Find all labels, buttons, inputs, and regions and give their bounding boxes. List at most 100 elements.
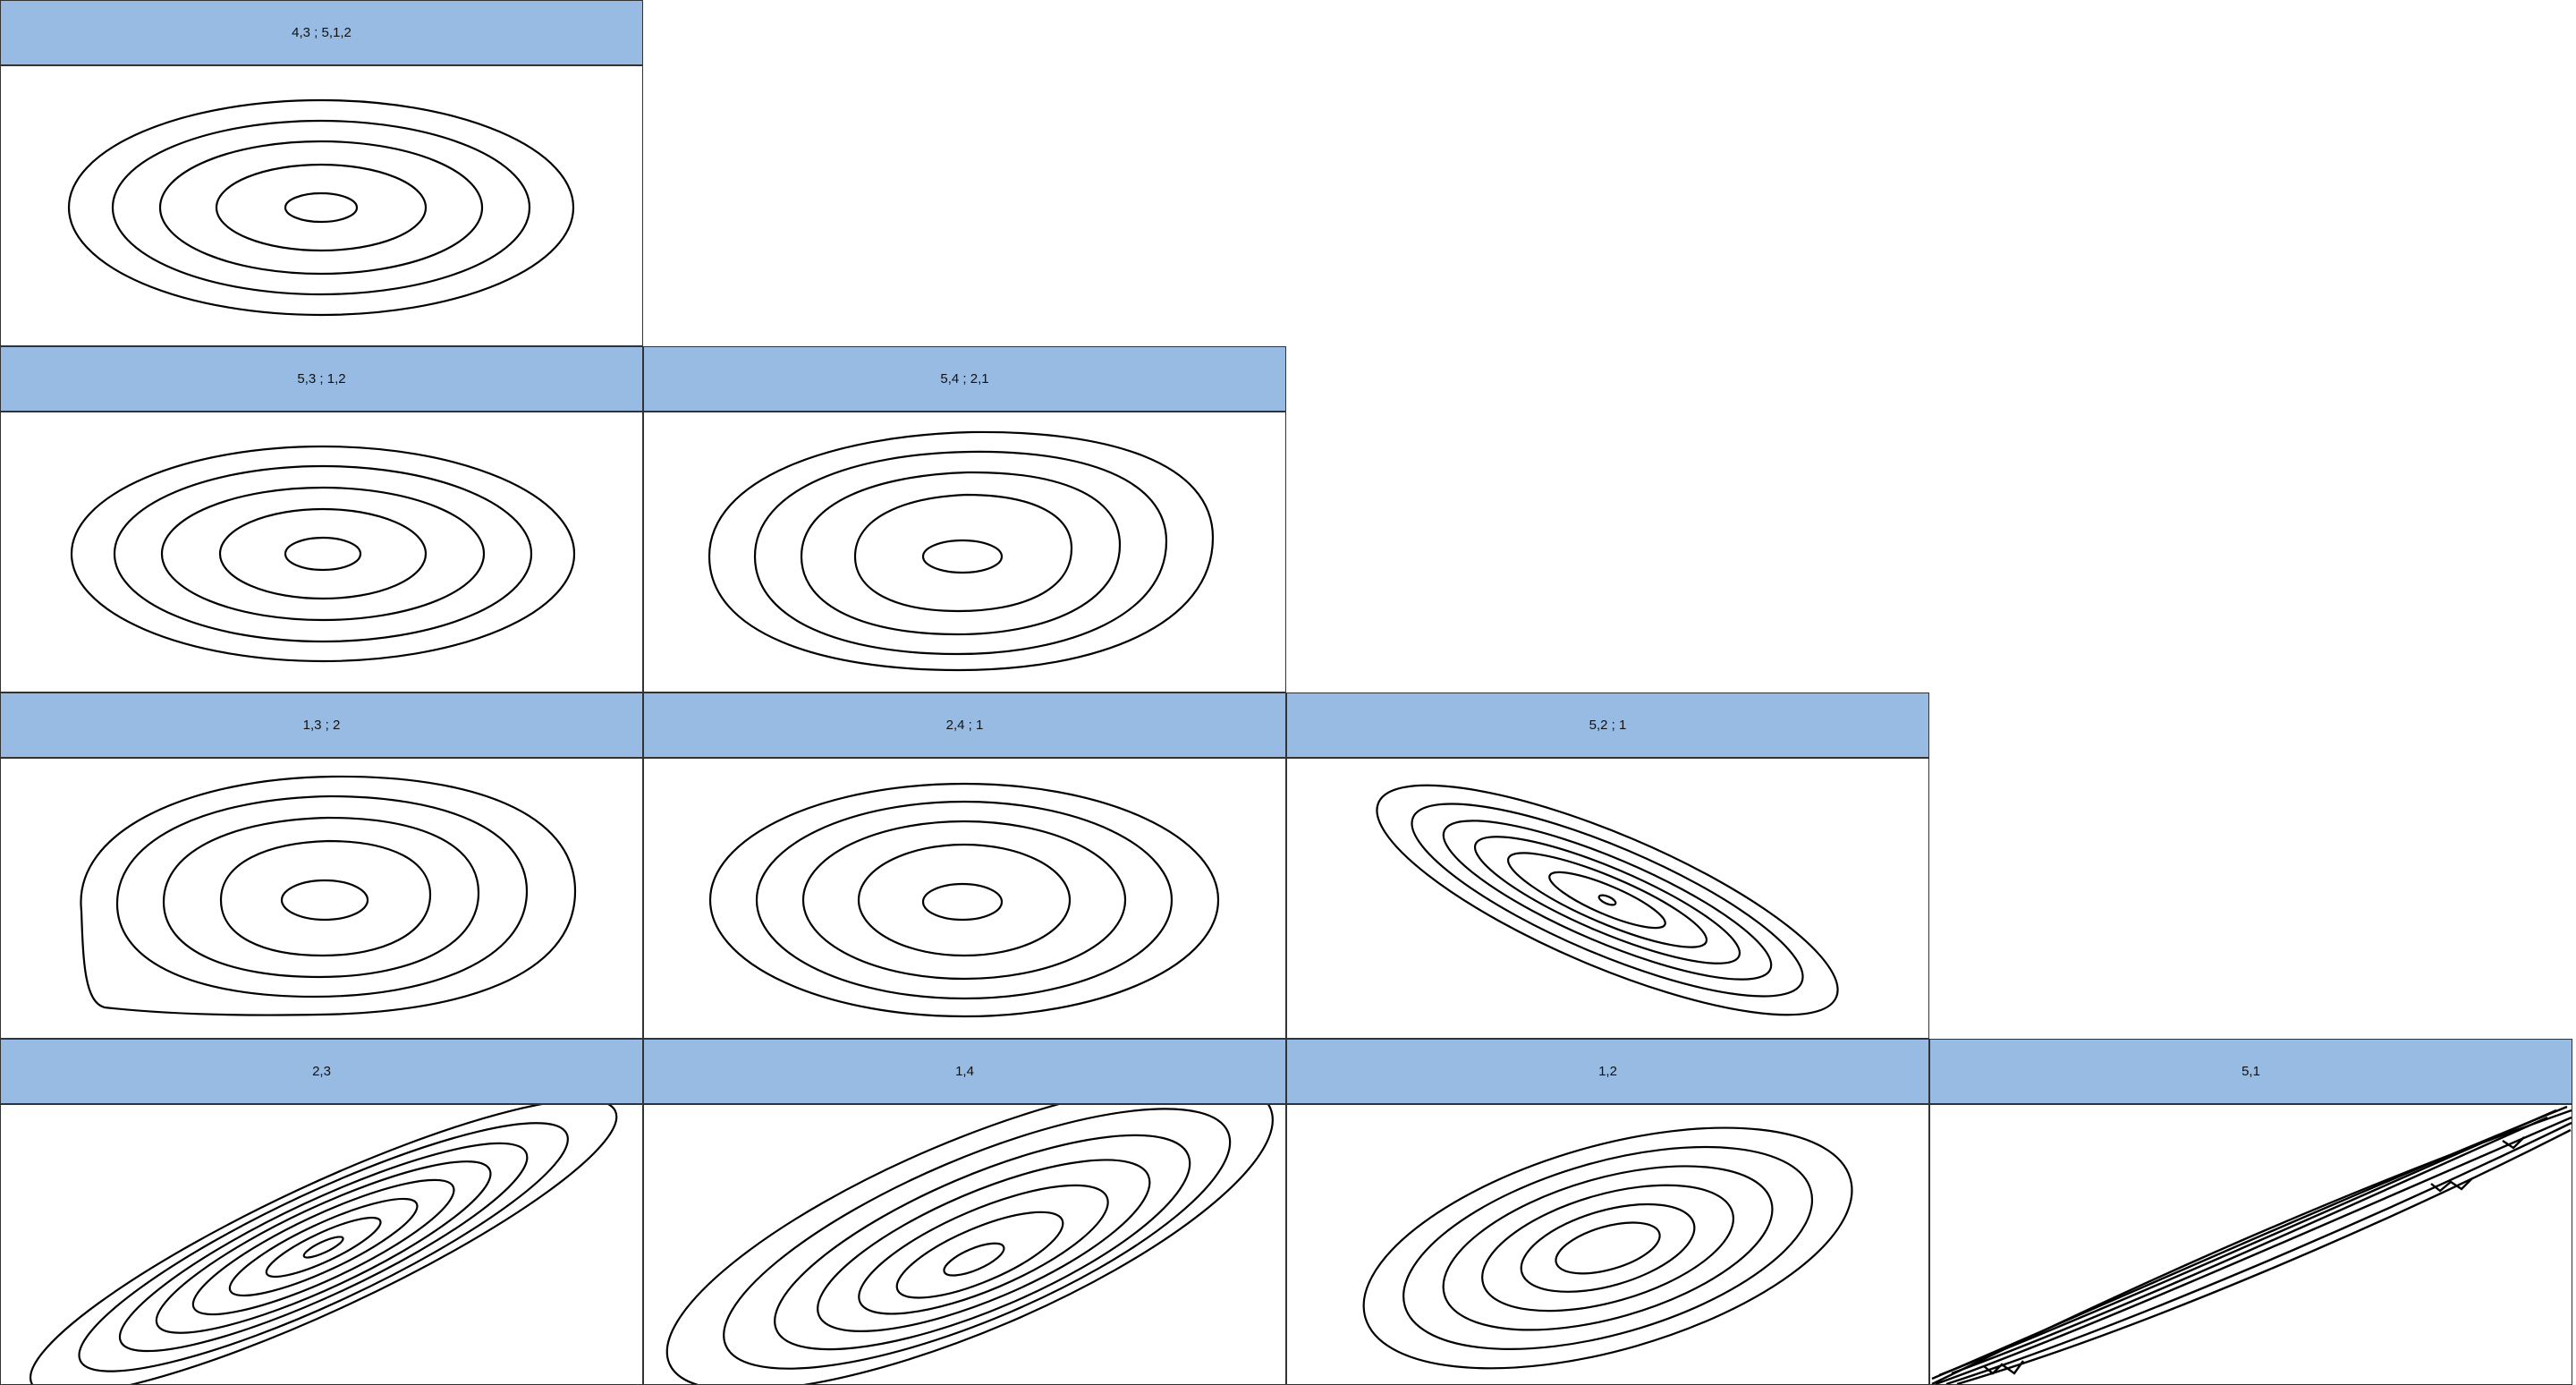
panel-title: 1,2: [1598, 1064, 1617, 1079]
contour-svg: [67, 98, 575, 317]
contour-line: [857, 843, 1072, 957]
contour-panel: 1,2: [1286, 1039, 1929, 1385]
contour-line: [708, 430, 1215, 672]
contour-line: [284, 536, 362, 572]
contour-line: [665, 1105, 1274, 1384]
contour-line: [1983, 1360, 2024, 1375]
contour-line: [215, 163, 428, 252]
contour-svg: [29, 1105, 618, 1384]
contour-plot: [1287, 1105, 1928, 1384]
contour-line: [2502, 1136, 2525, 1150]
panel-title: 2,4 ; 1: [945, 718, 984, 733]
panel-header: 2,4 ; 1: [644, 693, 1285, 759]
contour-svg: [708, 782, 1220, 1018]
panel-title: 5,3 ; 1,2: [297, 371, 346, 387]
contour-plot: [644, 1105, 1285, 1384]
contour-plot: [644, 759, 1285, 1038]
contour-panel: 5,2 ; 1: [1286, 692, 1929, 1039]
contour-line: [921, 882, 1004, 922]
contour-line: [1442, 1165, 1774, 1331]
contour-line: [1935, 1116, 2572, 1384]
contour-line: [1938, 1109, 2557, 1377]
panel-title: 5,4 ; 2,1: [940, 371, 989, 387]
contour-panel: 2,3: [0, 1039, 643, 1385]
contour-line: [80, 775, 577, 1016]
contour-plot: [1930, 1105, 2572, 1384]
contour-line: [774, 1134, 1191, 1351]
contour-line: [160, 486, 486, 622]
contour-line: [78, 1122, 569, 1372]
contour-plot: [1, 1105, 642, 1384]
contour-plot: [1, 412, 642, 692]
contour-line: [1555, 1221, 1661, 1275]
contour-line: [118, 1142, 529, 1353]
panel-title: 4,3 ; 5,1,2: [292, 25, 352, 40]
contour-line: [858, 1184, 1109, 1315]
contour-line: [155, 1160, 492, 1334]
contour-panel: 2,4 ; 1: [643, 692, 1286, 1039]
contour-line: [219, 839, 432, 957]
contour-line: [70, 445, 576, 663]
contour-line: [895, 1211, 1064, 1299]
contour-line: [800, 471, 1122, 636]
contour-plot: [1287, 759, 1928, 1038]
contour-line: [723, 1108, 1232, 1370]
contour-line: [817, 1159, 1151, 1332]
panel-header: 1,4: [644, 1040, 1285, 1105]
panel-title: 1,4: [955, 1064, 974, 1079]
contour-line: [1548, 871, 1666, 930]
contour-panel: 5,4 ; 2,1: [643, 346, 1286, 692]
contour-line: [1597, 894, 1617, 906]
contour-plot: [1, 759, 642, 1038]
contour-line: [1951, 1116, 2548, 1375]
panel-header: 5,1: [1930, 1040, 2572, 1105]
contour-line: [1376, 784, 1839, 1016]
contour-panel: 1,3 ; 2: [0, 692, 643, 1039]
contour-line: [284, 191, 359, 224]
contour-line: [943, 1242, 1005, 1277]
contour-line: [228, 1197, 419, 1297]
contour-line: [29, 1105, 618, 1384]
contour-panel: 5,1: [1929, 1039, 2572, 1385]
contour-line: [111, 119, 531, 296]
contour-svg: [1376, 784, 1839, 1016]
panel-title: 5,1: [2241, 1064, 2260, 1079]
contour-line: [755, 800, 1174, 1000]
panel-header: 4,3 ; 5,1,2: [1, 1, 642, 66]
contour-panel: 4,3 ; 5,1,2: [0, 0, 643, 346]
contour-svg: [70, 445, 576, 663]
contour-line: [1931, 1105, 2568, 1381]
contour-plot: [644, 412, 1285, 692]
contour-line: [708, 782, 1220, 1018]
panel-title: 1,3 ; 2: [302, 718, 341, 733]
contour-line: [158, 140, 484, 276]
contour-svg: [665, 1105, 1274, 1384]
panel-header: 5,2 ; 1: [1287, 693, 1928, 759]
contour-svg: [80, 775, 577, 1016]
contour-line: [280, 879, 369, 922]
contour-line: [265, 1216, 382, 1279]
contour-svg: [1931, 1105, 2572, 1384]
contour-plot: [1, 66, 642, 345]
contour-line: [67, 98, 575, 317]
contour-line: [113, 464, 533, 643]
contour-svg: [1362, 1126, 1853, 1370]
panel-title: 2,3: [312, 1064, 331, 1079]
contour-panel: 5,3 ; 1,2: [0, 346, 643, 692]
contour-line: [1362, 1126, 1853, 1370]
contour-line: [1520, 1202, 1696, 1293]
panel-header: 2,3: [1, 1040, 642, 1105]
contour-line: [1442, 820, 1773, 981]
contour-line: [1481, 1184, 1735, 1313]
contour-line: [162, 816, 480, 979]
contour-line: [1945, 1121, 2572, 1384]
contour-line: [302, 1236, 344, 1259]
contour-line: [115, 794, 529, 998]
contour-line: [218, 507, 428, 600]
contour-line: [853, 493, 1073, 613]
contour-line: [1506, 852, 1708, 948]
panel-header: 5,4 ; 2,1: [644, 347, 1285, 412]
contour-line: [921, 539, 1004, 574]
contour-line: [1402, 1145, 1814, 1350]
panel-header: 1,3 ; 2: [1, 693, 642, 759]
